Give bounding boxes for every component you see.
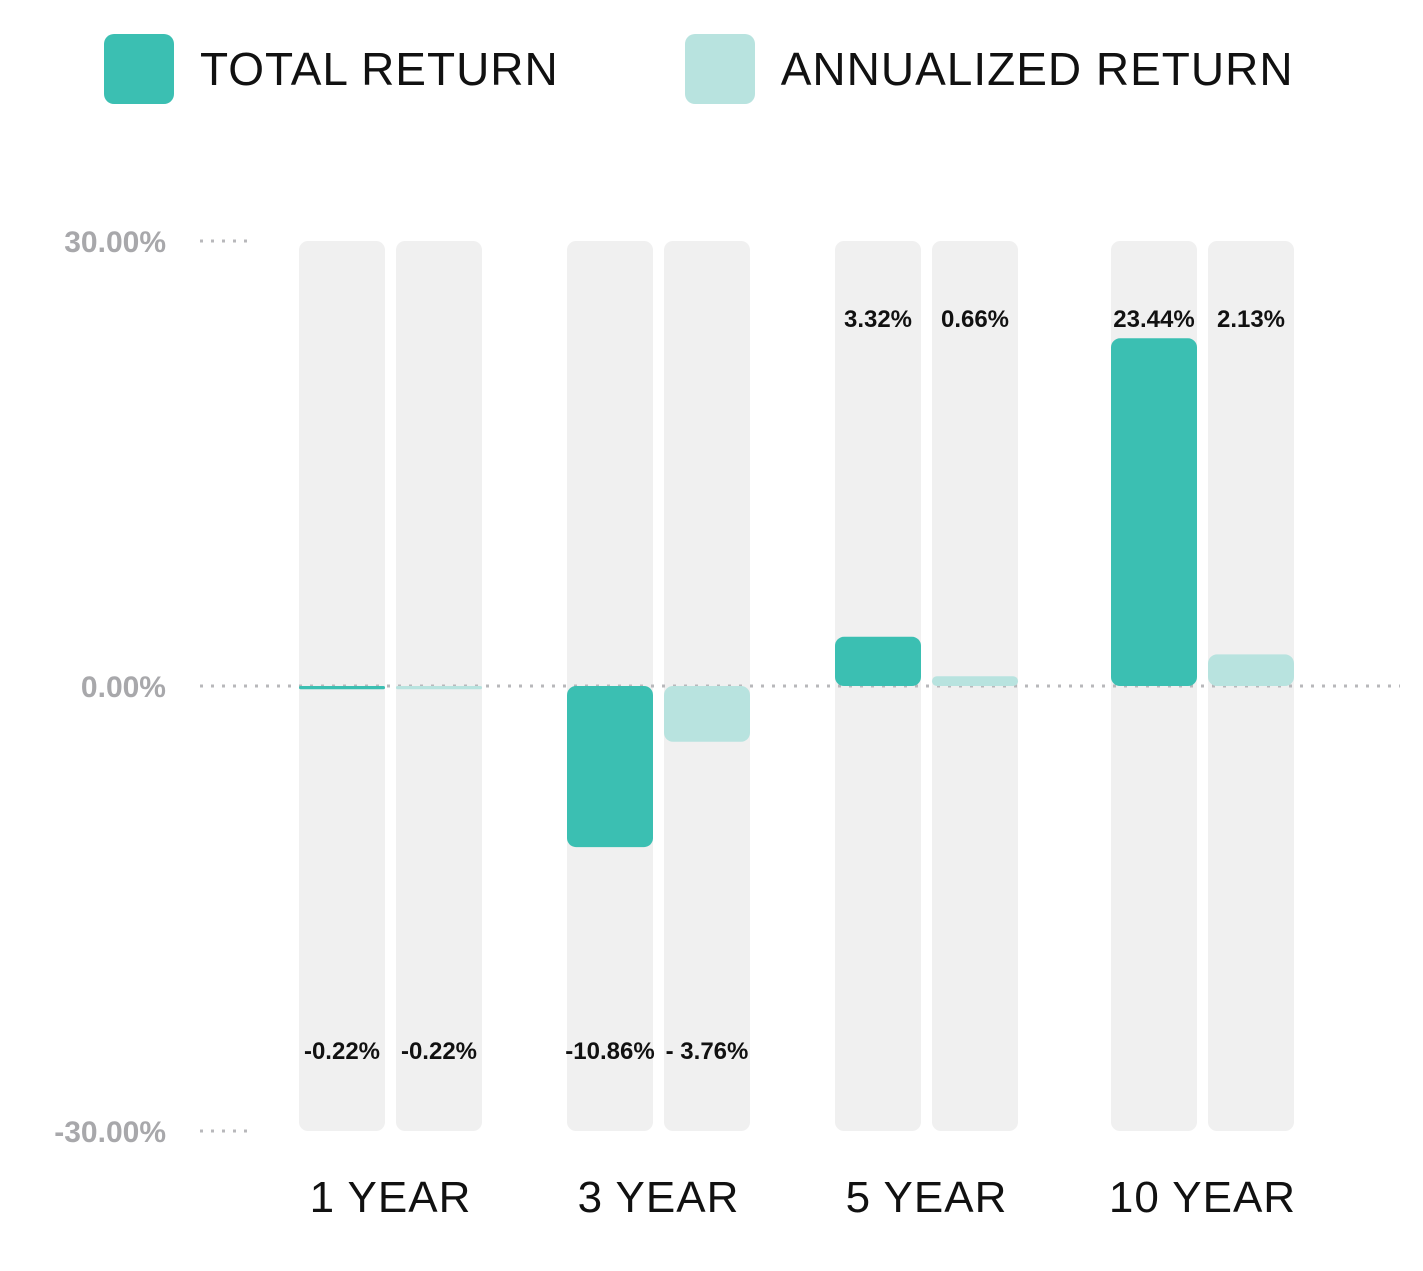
value-label-annualized-4: 2.13% [1217,306,1285,333]
category-label: 1 YEAR [310,1173,472,1222]
value-label-annualized-3: 0.66% [941,306,1009,333]
y-tick-label: -30.00% [54,1116,166,1149]
category-label: 3 YEAR [578,1173,740,1222]
bar-total-1 [299,686,385,690]
legend-item-total: TOTAL RETURN [104,34,559,104]
bar-annualized-2 [664,686,750,742]
bar-annualized-3 [932,676,1018,686]
value-label-total-1: -0.22% [304,1038,380,1065]
y-tick-label: 30.00% [64,226,166,259]
value-label-annualized-2: - 3.76% [666,1038,749,1065]
value-label-total-3: 3.32% [844,306,912,333]
bar-total-4 [1111,338,1197,686]
legend: TOTAL RETURN ANNUALIZED RETURN [104,34,1294,104]
bar-annualized-4 [1208,654,1294,686]
annualized-return-legend-label: ANNUALIZED RETURN [780,43,1294,95]
y-tick-label: 0.00% [81,671,166,704]
total-return-legend-label: TOTAL RETURN [200,43,559,95]
annualized-return-swatch [684,34,755,104]
bar-total-3 [835,636,921,686]
category-label: 5 YEAR [846,1173,1008,1222]
bar-annualized-1 [396,686,482,690]
legend-item-annualized: ANNUALIZED RETURN [684,34,1294,104]
value-label-total-2: -10.86% [565,1038,654,1065]
bar-total-2 [567,686,653,848]
value-label-annualized-1: -0.22% [401,1038,477,1065]
category-label: 10 YEAR [1109,1173,1296,1222]
total-return-swatch [104,34,174,104]
value-label-total-4: 23.44% [1113,306,1194,333]
